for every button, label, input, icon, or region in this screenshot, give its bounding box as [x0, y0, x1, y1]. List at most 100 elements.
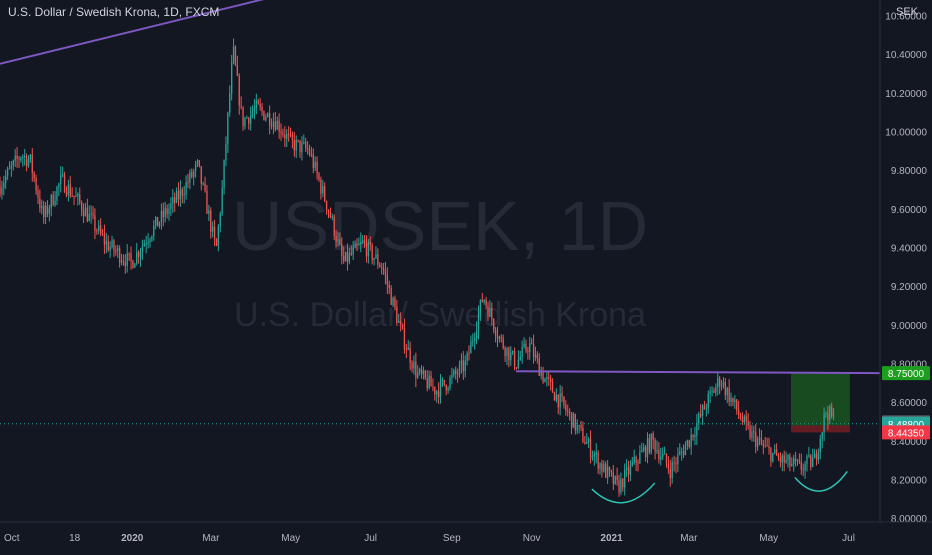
candle-body — [521, 347, 523, 357]
candle-body — [56, 187, 58, 201]
chart-title: U.S. Dollar / Swedish Krona, 1D, FXCM — [8, 5, 220, 19]
candle-body — [718, 378, 721, 387]
candle-body — [263, 111, 265, 120]
stop-zone[interactable] — [790, 425, 850, 433]
candle-body — [504, 347, 506, 356]
candle-body — [126, 252, 128, 266]
candle-body — [145, 243, 147, 245]
candle-body — [510, 352, 512, 361]
price-axis[interactable]: 8.00000 8.20000 8.40000 8.60000 8.80000 9.000… — [879, 0, 932, 550]
candle-body — [639, 452, 641, 464]
candle-body — [158, 222, 161, 227]
candle-body — [156, 216, 159, 227]
bottom-arc-2[interactable] — [794, 471, 848, 492]
watermark-description: U.S. Dollar/ Swedish Krona — [234, 296, 646, 334]
candle-body — [54, 200, 56, 205]
position-zones[interactable] — [790, 373, 850, 433]
candle-body — [462, 360, 464, 372]
candle-body — [331, 216, 333, 218]
candle-body — [86, 207, 89, 222]
candle-body — [652, 433, 654, 440]
candle-body — [815, 453, 818, 460]
candle-body — [572, 413, 575, 428]
candle-body — [291, 134, 294, 141]
price-label-text: 8.48800 — [888, 420, 925, 431]
candle-body — [160, 210, 163, 223]
price-tick-label: 10.40000 — [885, 50, 927, 61]
candle-body — [185, 182, 187, 195]
candle-body — [360, 241, 362, 245]
price-tick-label: 9.00000 — [891, 321, 928, 332]
candle-body — [210, 210, 212, 232]
candle-body — [682, 451, 685, 456]
candle-body — [339, 239, 341, 245]
bottom-arc-1[interactable] — [591, 482, 656, 504]
candle-body — [525, 343, 527, 351]
candle-body — [352, 247, 354, 255]
candle-body — [698, 413, 700, 424]
trendline-1[interactable] — [0, 0, 496, 65]
candle-body — [622, 478, 624, 488]
candle-body — [453, 370, 455, 376]
price-tick-label: 8.00000 — [891, 514, 928, 525]
candle-body — [785, 459, 787, 463]
candle-body — [662, 453, 664, 457]
candle-body — [447, 388, 449, 391]
candle-body — [608, 467, 611, 471]
target-zone[interactable] — [790, 373, 850, 426]
candle-body — [259, 104, 261, 107]
candle-body — [223, 159, 225, 188]
candle-body — [318, 173, 320, 180]
candle-body — [272, 121, 275, 127]
price-tick-label: 8.80000 — [891, 359, 928, 370]
price-label-box — [882, 366, 930, 381]
candle-body — [105, 241, 107, 245]
candle-body — [646, 438, 649, 458]
candle-body — [371, 244, 373, 260]
candle-body — [542, 371, 544, 383]
candle-body — [445, 385, 447, 391]
candle-body — [212, 226, 214, 232]
candle-body — [743, 416, 745, 423]
candle-body — [324, 186, 326, 202]
candle-body — [390, 287, 392, 305]
candle-body — [287, 134, 290, 136]
drawings[interactable] — [0, 0, 881, 504]
candle-body — [10, 165, 13, 168]
candle-body — [635, 456, 637, 463]
candle-body — [741, 419, 744, 423]
candle-body — [800, 461, 802, 470]
candle-body — [151, 236, 153, 240]
candle-body — [443, 379, 445, 386]
candle-body — [481, 299, 483, 302]
candle-body — [506, 347, 508, 356]
candle-body — [758, 437, 761, 440]
candle-body — [644, 447, 647, 458]
trendline-2[interactable] — [515, 370, 881, 375]
candle-body — [536, 354, 539, 359]
candle-body — [620, 478, 622, 493]
candle-body — [244, 118, 246, 127]
candle-body — [667, 463, 670, 470]
candle-body — [472, 340, 474, 342]
candle-body — [538, 358, 540, 376]
candle-body — [297, 139, 299, 141]
candle-body — [270, 125, 273, 127]
candle-body — [546, 377, 548, 379]
candle-body — [580, 425, 582, 428]
candle-body — [437, 391, 440, 397]
candle-body — [829, 406, 831, 421]
candle-body — [373, 258, 375, 260]
candle-body — [500, 337, 502, 339]
price-tick-label: 9.60000 — [891, 205, 928, 216]
candle-body — [798, 460, 801, 462]
candle-body — [796, 460, 799, 462]
candle-body — [363, 240, 366, 244]
candle-body — [787, 455, 789, 460]
candle-body — [654, 439, 656, 452]
time-tick-label: May — [759, 533, 778, 544]
time-axis[interactable]: Oct 18 2020 Mar May Jul Sep Nov 2021 Mar May Jul — [0, 521, 932, 550]
candle-body — [308, 149, 311, 155]
